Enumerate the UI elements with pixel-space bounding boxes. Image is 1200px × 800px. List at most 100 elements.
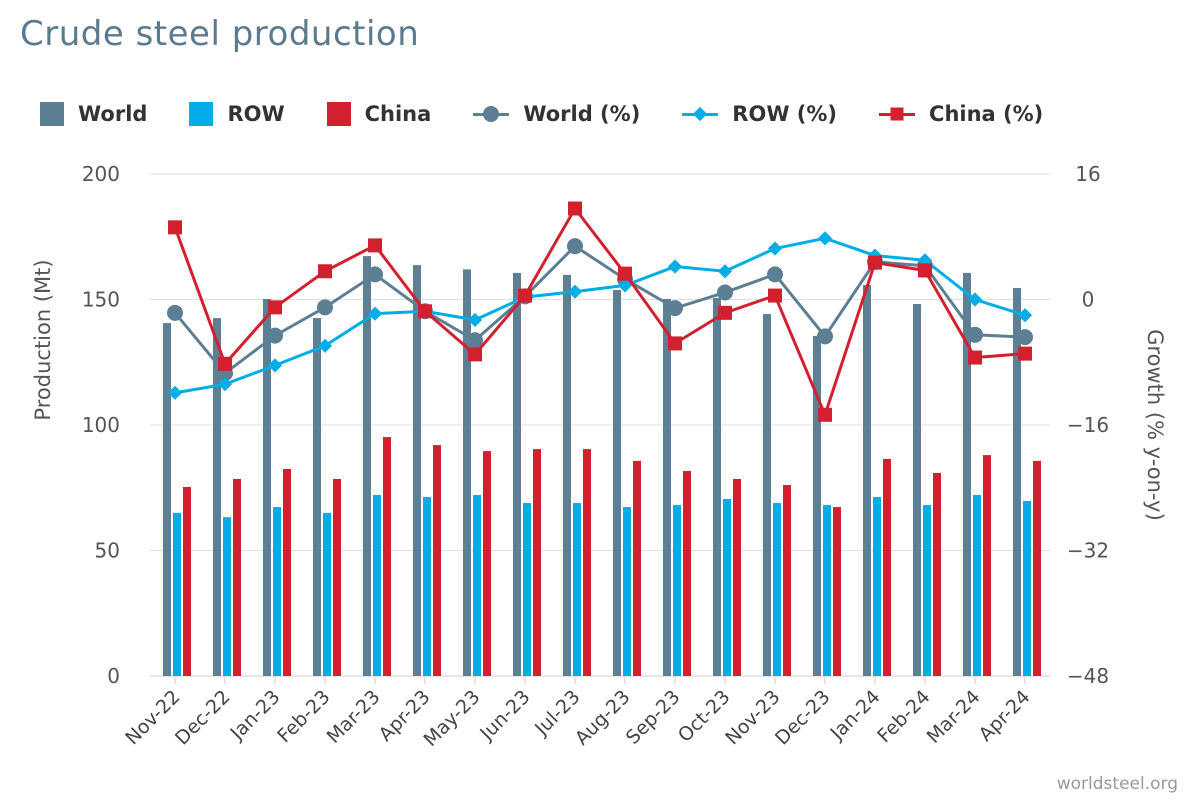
x-tick-label: Feb-23 — [273, 686, 334, 747]
point-world-pct — [817, 328, 833, 345]
bar-china — [233, 478, 241, 676]
bar-world — [1013, 287, 1021, 676]
point-world-pct — [167, 304, 183, 321]
point-row-pct — [617, 278, 633, 293]
bar-row — [273, 507, 281, 676]
point-china-pct — [568, 201, 582, 216]
bar-world — [663, 298, 671, 676]
legend-item-row-pct[interactable]: ROW (%) — [682, 102, 837, 126]
x-tick-label: Mar-23 — [323, 686, 385, 748]
bar-world — [863, 284, 871, 676]
legend-item-china[interactable]: China — [326, 102, 431, 126]
bar-world — [613, 289, 621, 676]
point-world-pct — [317, 299, 333, 316]
x-tick-label: Nov-22 — [121, 686, 184, 749]
diamond-line-icon — [682, 106, 719, 122]
point-row-pct — [967, 292, 983, 307]
bar-row — [1023, 501, 1031, 676]
legend-label: China (%) — [929, 102, 1044, 126]
point-world-pct — [1017, 329, 1033, 346]
bar-world — [163, 323, 171, 676]
legend: World ROW China World (%) ROW (%) China … — [40, 102, 1085, 126]
bar-world — [763, 314, 771, 676]
bar-row — [623, 507, 631, 676]
x-tick-label: Sep-23 — [622, 686, 685, 749]
y-tick-label: 50 — [95, 539, 120, 563]
point-row-pct — [1017, 308, 1033, 323]
bar-china — [433, 445, 441, 676]
bar-china — [583, 449, 591, 676]
bar-row — [473, 495, 481, 676]
bar-world — [563, 274, 571, 676]
point-world-pct — [267, 327, 283, 344]
legend-item-china-pct[interactable]: China (%) — [879, 102, 1043, 126]
y-tick-label: 200 — [82, 162, 120, 186]
bar-china — [333, 478, 341, 676]
bar-china — [783, 484, 791, 676]
point-china-pct — [518, 288, 532, 303]
point-row-pct — [767, 241, 783, 256]
point-china-pct — [868, 255, 882, 270]
point-world-pct — [367, 266, 383, 283]
bar-row — [773, 503, 781, 676]
bar-row — [423, 497, 431, 676]
bar-row — [973, 495, 981, 676]
x-tick-label: Nov-23 — [721, 686, 784, 749]
world-swatch-icon — [40, 102, 64, 126]
bar-row — [673, 505, 681, 676]
y2-axis-label: Growth (% y-on-y) — [1143, 329, 1167, 521]
point-world-pct — [567, 238, 583, 255]
x-tick-label: Jun-23 — [475, 686, 534, 745]
bar-china — [883, 458, 891, 676]
bar-row — [573, 503, 581, 676]
x-tick-label: Aug-23 — [571, 686, 635, 750]
x-tick-label: Jan-24 — [826, 686, 885, 745]
point-china-pct — [818, 407, 832, 422]
y2-tick-label: −16 — [1067, 413, 1109, 437]
point-china-pct — [168, 220, 182, 235]
bar-row — [373, 495, 381, 676]
point-china-pct — [968, 350, 982, 365]
point-china-pct — [768, 288, 782, 303]
bar-china — [283, 468, 291, 676]
y-tick-label: 0 — [107, 664, 120, 688]
bar-china — [483, 451, 491, 676]
x-tick-label: May-23 — [419, 686, 484, 751]
bar-row — [523, 503, 531, 676]
legend-item-row[interactable]: ROW — [189, 102, 285, 126]
x-tick-label: Jan-23 — [226, 686, 285, 745]
point-china-pct — [668, 336, 682, 351]
legend-item-world-pct[interactable]: World (%) — [473, 102, 640, 126]
point-china-pct — [918, 263, 932, 278]
x-tick-label: Feb-24 — [873, 686, 934, 747]
bar-china — [733, 478, 741, 676]
line-china-pct — [173, 205, 1026, 420]
bar-china — [1033, 460, 1041, 676]
point-row-pct — [667, 259, 683, 274]
point-row-pct — [717, 264, 733, 279]
legend-item-world[interactable]: World — [40, 102, 147, 126]
bar-world — [213, 318, 221, 676]
y-axis-label: Production (Mt) — [31, 259, 55, 420]
point-row-pct — [817, 231, 833, 246]
point-china-pct — [618, 266, 632, 281]
point-china-pct — [418, 304, 432, 319]
chart-title: Crude steel production — [20, 14, 420, 54]
bar-row — [923, 505, 931, 676]
legend-label: World (%) — [523, 102, 641, 126]
bar-china — [683, 470, 691, 676]
point-china-pct — [368, 238, 382, 253]
bar-world — [513, 272, 521, 676]
point-world-pct — [717, 284, 733, 301]
credit-text: worldsteel.org — [1056, 774, 1178, 794]
point-row-pct — [567, 284, 583, 299]
y-tick-label: 100 — [82, 413, 120, 437]
point-world-pct — [767, 266, 783, 283]
bar-row — [823, 505, 831, 676]
point-row-pct — [367, 306, 383, 321]
bar-china — [183, 486, 191, 676]
bar-row — [173, 512, 181, 676]
bar-china — [533, 449, 541, 676]
bar-world — [413, 265, 421, 676]
